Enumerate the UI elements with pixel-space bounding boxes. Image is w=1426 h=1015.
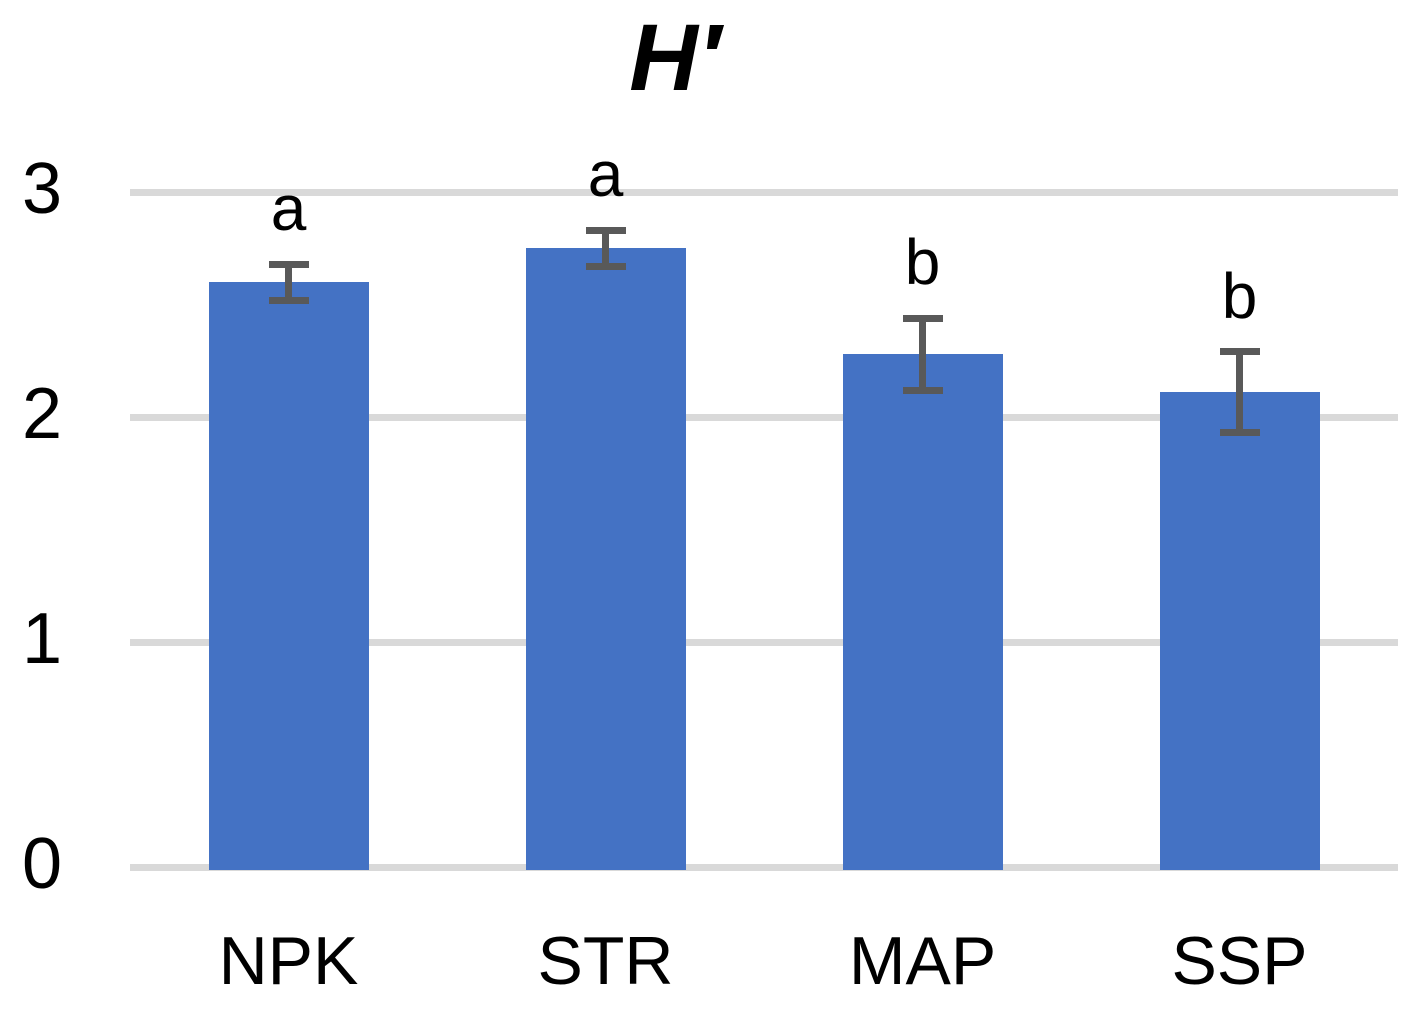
error-bar-line xyxy=(1236,351,1243,433)
y-axis-tick-label: 2 xyxy=(21,374,62,454)
error-bar-top-cap xyxy=(585,226,626,234)
error-bar-line xyxy=(602,230,609,267)
error-bar-top-cap xyxy=(902,314,943,322)
significance-letter: a xyxy=(270,172,307,244)
gridline xyxy=(130,864,1398,871)
error-bar-top-cap xyxy=(1219,348,1260,356)
x-axis-category-label: NPK xyxy=(218,923,359,999)
y-axis-tick-label: 1 xyxy=(21,599,62,679)
y-axis-tick-label: 3 xyxy=(21,149,62,229)
error-bar-line xyxy=(285,264,292,300)
gridline xyxy=(130,189,1398,196)
chart-title: H′ xyxy=(629,5,721,111)
x-axis-category-label: MAP xyxy=(848,923,997,999)
x-axis-category-label: STR xyxy=(537,923,674,999)
y-axis-tick-label: 0 xyxy=(21,824,62,904)
bar-npk xyxy=(208,282,369,870)
significance-letter: b xyxy=(904,226,941,298)
gridline xyxy=(130,639,1398,646)
x-axis-category-label: SSP xyxy=(1171,923,1308,999)
gridline xyxy=(130,414,1398,421)
error-bar-bottom-cap xyxy=(1219,429,1260,437)
error-bar-line xyxy=(919,318,926,390)
error-bar-top-cap xyxy=(268,260,309,268)
error-bar-bottom-cap xyxy=(585,262,626,270)
bar-ssp xyxy=(1159,392,1320,870)
error-bar-bottom-cap xyxy=(268,296,309,304)
significance-letter: a xyxy=(587,138,624,211)
significance-letter: b xyxy=(1221,259,1258,332)
bar-str xyxy=(525,248,686,870)
error-bar-bottom-cap xyxy=(902,386,943,394)
bar-map xyxy=(842,354,1003,870)
